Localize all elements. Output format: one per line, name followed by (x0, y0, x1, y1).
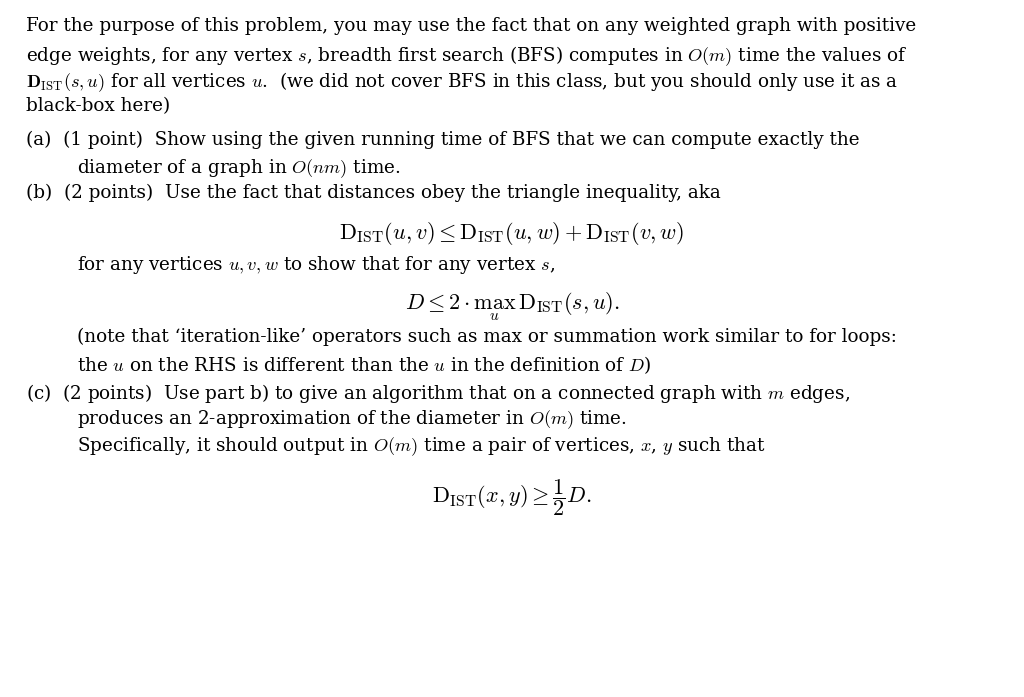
Text: (a)  (1 point)  Show using the given running time of BFS that we can compute exa: (a) (1 point) Show using the given runni… (26, 130, 859, 148)
Text: for any vertices $u, v, w$ to show that for any vertex $s$,: for any vertices $u, v, w$ to show that … (77, 254, 555, 277)
Text: For the purpose of this problem, you may use the fact that on any weighted graph: For the purpose of this problem, you may… (26, 17, 915, 36)
Text: (note that ‘iteration-like’ operators such as max or summation work similar to f: (note that ‘iteration-like’ operators su… (77, 328, 897, 346)
Text: $\mathrm{D_{IST}}(x, y) \geq \dfrac{1}{2}D.$: $\mathrm{D_{IST}}(x, y) \geq \dfrac{1}{2… (432, 477, 592, 518)
Text: (c)  (2 points)  Use part b) to give an algorithm that on a connected graph with: (c) (2 points) Use part b) to give an al… (26, 382, 850, 405)
Text: $\mathbf{D}_{\mathrm{IST}}$$(s, u)$ for all vertices $u$.  (we did not cover BFS: $\mathbf{D}_{\mathrm{IST}}$$(s, u)$ for … (26, 70, 897, 94)
Text: Specifically, it should output in $O(m)$ time a pair of vertices, $x$, $y$ such : Specifically, it should output in $O(m)$… (77, 435, 766, 458)
Text: edge weights, for any vertex $s$, breadth first search (BFS) computes in $O(m)$ : edge weights, for any vertex $s$, breadt… (26, 44, 907, 68)
Text: diameter of a graph in $O(nm)$ time.: diameter of a graph in $O(nm)$ time. (77, 157, 400, 180)
Text: $\mathrm{D_{IST}}(u, v) \leq \mathrm{D_{IST}}(u, w) + \mathrm{D_{IST}}(v, w)$: $\mathrm{D_{IST}}(u, v) \leq \mathrm{D_{… (339, 220, 685, 247)
Text: $D \leq 2 \cdot \underset{u}{\max} \, \mathrm{D_{IST}}(s, u).$: $D \leq 2 \cdot \underset{u}{\max} \, \m… (404, 291, 620, 323)
Text: black-box here): black-box here) (26, 97, 170, 115)
Text: the $u$ on the RHS is different than the $u$ in the definition of $D$): the $u$ on the RHS is different than the… (77, 354, 651, 376)
Text: (b)  (2 points)  Use the fact that distances obey the triangle inequality, aka: (b) (2 points) Use the fact that distanc… (26, 183, 720, 201)
Text: produces an 2-approximation of the diameter in $O(m)$ time.: produces an 2-approximation of the diame… (77, 408, 627, 431)
